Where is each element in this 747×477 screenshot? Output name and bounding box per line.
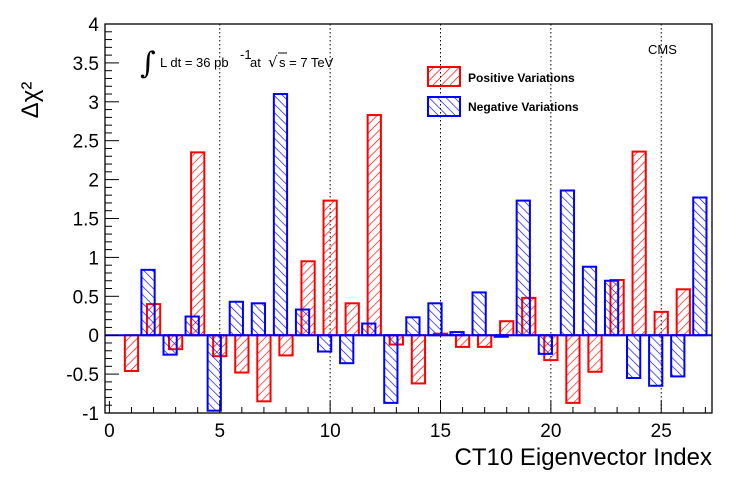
- negative-bar-8: [294, 308, 311, 337]
- positive-bar-12: [366, 114, 382, 337]
- negative-bar-7: [272, 93, 289, 337]
- negative-bar-22: [603, 279, 620, 337]
- y-tick-label-1: 1: [88, 248, 99, 269]
- luminosity-annotation: ∫ L dt = 36 pb -1 at √ s = 7 TeV: [140, 46, 334, 81]
- y-tick-label-2_5: 2.5: [73, 132, 99, 153]
- negative-bar-3: [184, 315, 200, 337]
- y-axis-title: Δχ²: [17, 82, 44, 119]
- positive-bar-17: [477, 334, 493, 348]
- positive-bar-10: [322, 199, 338, 337]
- negative-bar-11: [361, 322, 377, 337]
- negative-bar-14: [427, 302, 443, 337]
- positive-bar-21: [565, 334, 581, 404]
- negative-bar-5: [228, 300, 244, 337]
- y-tick-label-4: 4: [88, 15, 99, 36]
- positive-bar-22: [587, 334, 603, 373]
- negative-bar-16: [471, 291, 487, 337]
- negative-bar-1: [140, 268, 156, 337]
- legend-swatch-positive: [427, 66, 461, 87]
- annotation-main: L dt = 36 pb: [160, 55, 229, 70]
- axis-ticks: [105, 23, 706, 414]
- negative-bar-12: [383, 334, 399, 404]
- positive-bar-7: [256, 334, 272, 403]
- y-tick-label-1_5: 1.5: [73, 210, 99, 231]
- positive-bar-16: [454, 334, 471, 348]
- negative-bar-24: [648, 334, 664, 387]
- x-axis-title: CT10 Eigenvector Index: [455, 444, 712, 471]
- x-tick-label-25: 25: [651, 421, 672, 442]
- y-tick-label-3_5: 3.5: [73, 54, 99, 75]
- negative-bar-23: [626, 334, 642, 379]
- negative-bar-9: [317, 334, 333, 353]
- positive-bar-8: [278, 334, 294, 357]
- legend-label-negative: Negative Variations: [468, 100, 579, 114]
- negative-bar-18: [515, 199, 531, 337]
- negative-bar-20: [559, 189, 576, 337]
- positive-bar-25: [653, 310, 669, 337]
- x-tick-label-10: 10: [320, 421, 341, 442]
- negative-bar-21: [581, 265, 598, 337]
- y-tick-label-0_5: 0.5: [73, 287, 99, 308]
- negative-bar-19: [537, 334, 553, 355]
- x-tick-label-15: 15: [430, 421, 451, 442]
- y-tick-label-0: 0: [88, 326, 99, 347]
- positive-bar-26: [675, 288, 691, 337]
- x-tick-label-0: 0: [104, 421, 115, 442]
- legend-swatch-negative: [427, 96, 461, 117]
- positive-bar-4: [190, 151, 206, 337]
- sqrt-symbol: √: [268, 53, 278, 71]
- negative-bar-2: [162, 334, 178, 356]
- legend: Positive Variations Negative Variations: [427, 66, 579, 117]
- positive-bar-14: [410, 334, 427, 385]
- integral-symbol: ∫: [140, 46, 156, 81]
- negative-bar-6: [250, 302, 267, 337]
- positive-bar-11: [344, 302, 360, 337]
- x-tick-label-20: 20: [540, 421, 561, 442]
- tick-labels: 0 5 10 15 20 25 -1 -0.5 0 0.5 1 1.5 2 2.5 3 3.5 4: [66, 15, 672, 442]
- x-tick-label-5: 5: [214, 421, 225, 442]
- positive-bar-24: [631, 150, 647, 337]
- y-tick-label-m1: -1: [82, 404, 99, 425]
- y-tick-label-m0_5: -0.5: [66, 365, 99, 386]
- annotation-superscript: -1: [240, 47, 252, 62]
- positive-bar-6: [234, 334, 250, 374]
- y-tick-label-3: 3: [88, 93, 99, 114]
- y-tick-label-2: 2: [88, 171, 99, 192]
- negative-bar-13: [405, 316, 421, 337]
- annotation-at: at: [250, 55, 261, 70]
- negative-bar-26: [692, 196, 708, 337]
- negative-bar-10: [339, 334, 355, 365]
- annotation-sqrt-arg: s = 7 TeV: [279, 55, 334, 70]
- negative-bar-4: [206, 334, 222, 412]
- legend-label-positive: Positive Variations: [468, 71, 575, 85]
- positive-bar-1: [123, 334, 140, 372]
- experiment-label: CMS: [648, 42, 677, 57]
- positive-bar-18: [499, 320, 515, 337]
- negative-bar-25: [670, 334, 686, 378]
